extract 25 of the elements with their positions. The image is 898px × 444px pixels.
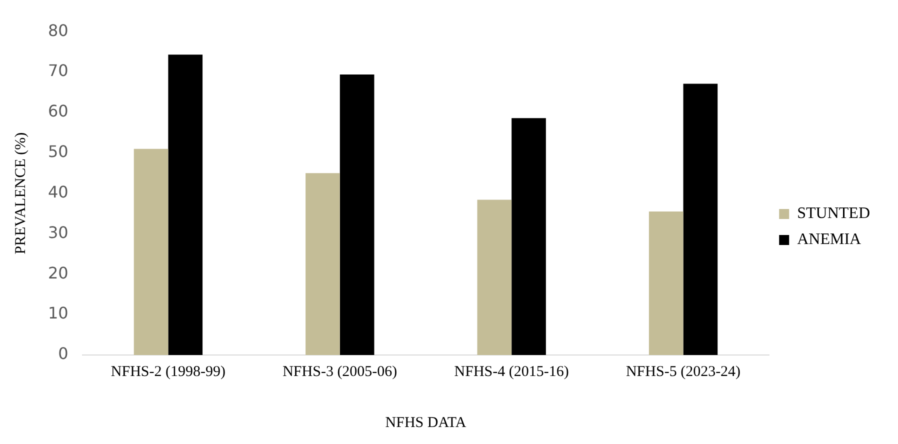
- x-tick-label: NFHS-4 (2015-16): [454, 364, 569, 380]
- bar: [168, 54, 203, 355]
- bar: [477, 200, 512, 355]
- x-tick-label: NFHS-5 (2023-24): [626, 364, 741, 380]
- y-tick-label: 60: [48, 102, 68, 121]
- x-axis-title: NFHS DATA: [385, 414, 466, 431]
- legend-label: ANEMIA: [797, 231, 862, 248]
- bar: [340, 74, 374, 355]
- bar: [306, 173, 340, 355]
- y-tick-label: 30: [48, 222, 68, 242]
- y-tick-label: 40: [48, 182, 68, 202]
- x-tick-label: NFHS-3 (2005-06): [282, 364, 398, 380]
- y-tick-label: 10: [48, 304, 68, 323]
- y-tick-label: 80: [48, 20, 68, 40]
- y-tick-label: 20: [48, 263, 68, 282]
- y-tick-label: 0: [58, 344, 68, 364]
- bar: [134, 148, 168, 355]
- bar: [683, 84, 718, 355]
- x-tick-label: NFHS-2 (1998-99): [110, 364, 226, 380]
- y-tick-label: 50: [48, 142, 68, 162]
- bar: [648, 211, 684, 355]
- y-axis-title: PREVALENCE (%): [12, 132, 29, 254]
- legend-label: STUNTED: [797, 205, 870, 222]
- y-tick-label: 70: [48, 61, 68, 80]
- bar: [512, 118, 546, 355]
